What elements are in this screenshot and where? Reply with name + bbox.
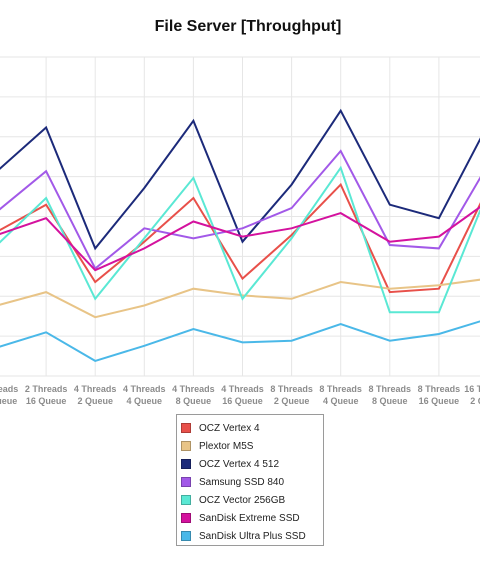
- legend-label: Samsung SSD 840: [199, 476, 285, 488]
- legend-swatch: [181, 423, 191, 433]
- x-tick-label: 1 Threads32 Queue: [0, 384, 18, 406]
- series-lines: [0, 108, 480, 362]
- x-tick-label: 4 Threads 2 Queue: [74, 384, 117, 406]
- legend-item: SanDisk Extreme SSD: [181, 509, 323, 527]
- legend-swatch: [181, 513, 191, 523]
- legend-label: SanDisk Extreme SSD: [199, 512, 300, 524]
- series-line-ocz-vector-256gb: [0, 165, 480, 314]
- legend-label: OCZ Vertex 4 512: [199, 458, 280, 470]
- legend-label: Plextor M5S: [199, 440, 254, 452]
- x-tick-label: 8 Threads 2 Queue: [270, 384, 313, 406]
- legend-label: OCZ Vertex 4: [199, 422, 260, 434]
- series-line-samsung-ssd-840: [0, 149, 480, 271]
- legend-swatch: [181, 531, 191, 541]
- legend-swatch: [181, 459, 191, 469]
- x-tick-label: 4 Threads 8 Queue: [172, 384, 215, 406]
- chart-legend: OCZ Vertex 4 Plextor M5S OCZ Vertex 4 512 S…: [176, 414, 324, 546]
- x-tick-label: 8 Threads 4 Queue: [319, 384, 362, 406]
- x-tick-label: 4 Threads 4 Queue: [123, 384, 166, 406]
- legend-label: OCZ Vector 256GB: [199, 494, 286, 506]
- series-line-plextor-m5s: [0, 278, 480, 319]
- legend-item: SanDisk Ultra Plus SSD: [181, 527, 323, 545]
- legend-label: SanDisk Ultra Plus SSD: [199, 530, 306, 542]
- x-tick-label: 8 Threads 16 Queue: [418, 384, 461, 406]
- series-line-sandisk-ultra-plus-ssd: [0, 320, 480, 362]
- x-tick-label: 2 Threads 16 Queue: [25, 384, 68, 406]
- series-line-ocz-vertex-4-512: [0, 108, 480, 251]
- legend-item: Plextor M5S: [181, 437, 323, 455]
- legend-swatch: [181, 477, 191, 487]
- legend-item: OCZ Vertex 4 512: [181, 455, 323, 473]
- series-line-ocz-vertex-4: [0, 182, 480, 294]
- legend-item: OCZ Vector 256GB: [181, 491, 323, 509]
- x-tick-label: 8 Threads 8 Queue: [369, 384, 412, 406]
- legend-swatch: [181, 441, 191, 451]
- x-tick-label: 4 Threads 16 Queue: [221, 384, 264, 406]
- chart-title: File Server [Throughput]: [154, 18, 342, 35]
- legend-swatch: [181, 495, 191, 505]
- series-line-sandisk-extreme-ssd: [0, 205, 480, 272]
- gridlines: [0, 56, 480, 377]
- legend-item: OCZ Vertex 4: [181, 419, 323, 437]
- legend-item: Samsung SSD 840: [181, 473, 323, 491]
